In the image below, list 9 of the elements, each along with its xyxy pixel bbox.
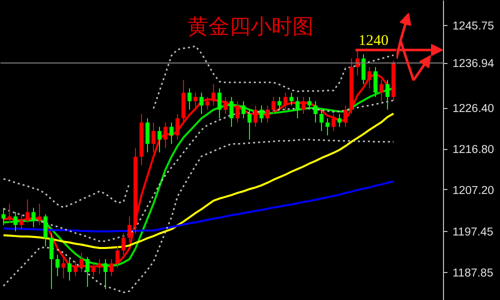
y-tick-label: 1245.75 <box>452 20 494 32</box>
y-tick-label: 1216.80 <box>452 144 494 156</box>
y-tick-label: 1187.85 <box>452 268 494 280</box>
y-tick-label: 1226.40 <box>452 103 494 116</box>
text: 黄金四小时图 <box>188 14 314 38</box>
ref-line-label: 1240 <box>358 33 388 49</box>
y-tick-label: 1197.45 <box>452 226 494 239</box>
y-tick-label: 1236.94 <box>452 58 495 70</box>
y-tick-label: 1207.20 <box>452 184 494 197</box>
